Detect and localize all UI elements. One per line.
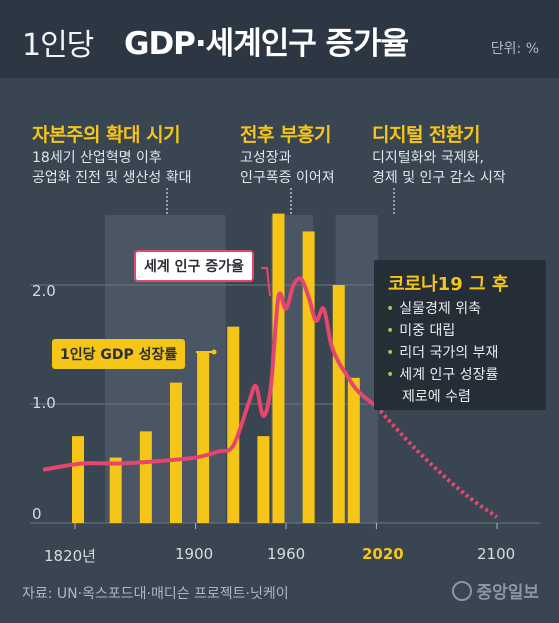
gdp-bar	[169, 382, 182, 523]
y-tick: 0	[32, 505, 42, 523]
gdp-series-label: 1인당 GDP 성장률	[52, 339, 186, 369]
publisher-logo: 중앙일보	[452, 578, 539, 603]
era-2-desc-line: 고성장과	[240, 150, 292, 166]
era-1-desc-line: 18세기 산업혁명 이후	[32, 150, 162, 166]
corona-item: • 실물경제 위축	[386, 301, 481, 317]
source-note: 자료: UN·옥스포드대·매디슨 프로젝트·닛케이	[22, 586, 289, 602]
unit-label: 단위: %	[490, 41, 539, 57]
era-3-title: 디지털 전환기	[372, 124, 481, 146]
bullet-icon: •	[386, 345, 395, 361]
title-prefix: 1인당	[22, 28, 94, 63]
gdp-bar	[139, 431, 152, 523]
corona-item-continued: 제로에 수렴	[402, 389, 471, 405]
era-1-desc-line: 공업화 진전 및 생산성 확대	[32, 170, 192, 186]
corona-box: 코로나19 그 후 • 실물경제 위축 • 미중 대립 • 리더 국가의 부재 • 세계…	[374, 260, 546, 410]
population-series-label: 세계 인구 증가율	[134, 250, 254, 282]
gdp-bar	[347, 377, 360, 523]
corona-item: • 세계 인구 성장률	[386, 367, 499, 383]
y-tick: 2.0	[32, 282, 56, 300]
gdp-bar	[197, 352, 210, 523]
era-3-desc-line: 디지털화와 국제화,	[372, 150, 484, 166]
corona-item: • 미중 대립	[386, 323, 456, 339]
header: 1인당 GDP·세계인구 증가율 단위: %	[0, 0, 559, 78]
era-3-desc: 디지털화와 국제화, 경제 및 인구 감소 시작	[372, 148, 506, 188]
era-2-title: 전후 부흥기	[240, 124, 332, 146]
era-2-desc: 고성장과 인구폭증 이어져	[240, 148, 335, 188]
gdp-bar	[72, 436, 85, 523]
corona-title: 코로나19 그 후	[388, 274, 509, 295]
gdp-bar	[332, 285, 345, 523]
gdp-bar	[227, 326, 240, 523]
gdp-bar	[272, 213, 285, 523]
gdp-label-dot	[211, 349, 217, 355]
page-title: GDP·세계인구 증가율	[124, 26, 409, 62]
era-1-desc: 18세기 산업혁명 이후 공업화 진전 및 생산성 확대	[32, 148, 191, 188]
era-2-desc-line: 인구폭증 이어져	[240, 170, 335, 186]
gdp-bar	[257, 436, 270, 523]
era-3-desc-line: 경제 및 인구 감소 시작	[372, 170, 506, 186]
x-tick: 1900	[175, 545, 214, 563]
gdp-bar	[302, 231, 315, 523]
population-line	[42, 276, 379, 472]
bullet-icon: •	[386, 301, 395, 317]
population-forecast-line	[374, 405, 499, 519]
gdp-bar	[109, 457, 122, 523]
x-tick: 1820년	[44, 547, 96, 565]
era-1-title: 자본주의 확대 시기	[32, 124, 181, 146]
logo-icon	[452, 581, 473, 601]
y-tick: 1.0	[32, 394, 56, 412]
population-label-leader	[261, 267, 271, 297]
x-tick-highlight: 2020	[362, 545, 404, 563]
bullet-icon: •	[386, 367, 395, 383]
corona-item: • 리더 국가의 부재	[386, 345, 499, 361]
x-tick: 2100	[477, 545, 516, 563]
x-tick: 1960	[267, 545, 306, 563]
corona-list: • 실물경제 위축 • 미중 대립 • 리더 국가의 부재 • 세계 인구 성장률 제로…	[386, 298, 498, 408]
bullet-icon: •	[386, 323, 395, 339]
